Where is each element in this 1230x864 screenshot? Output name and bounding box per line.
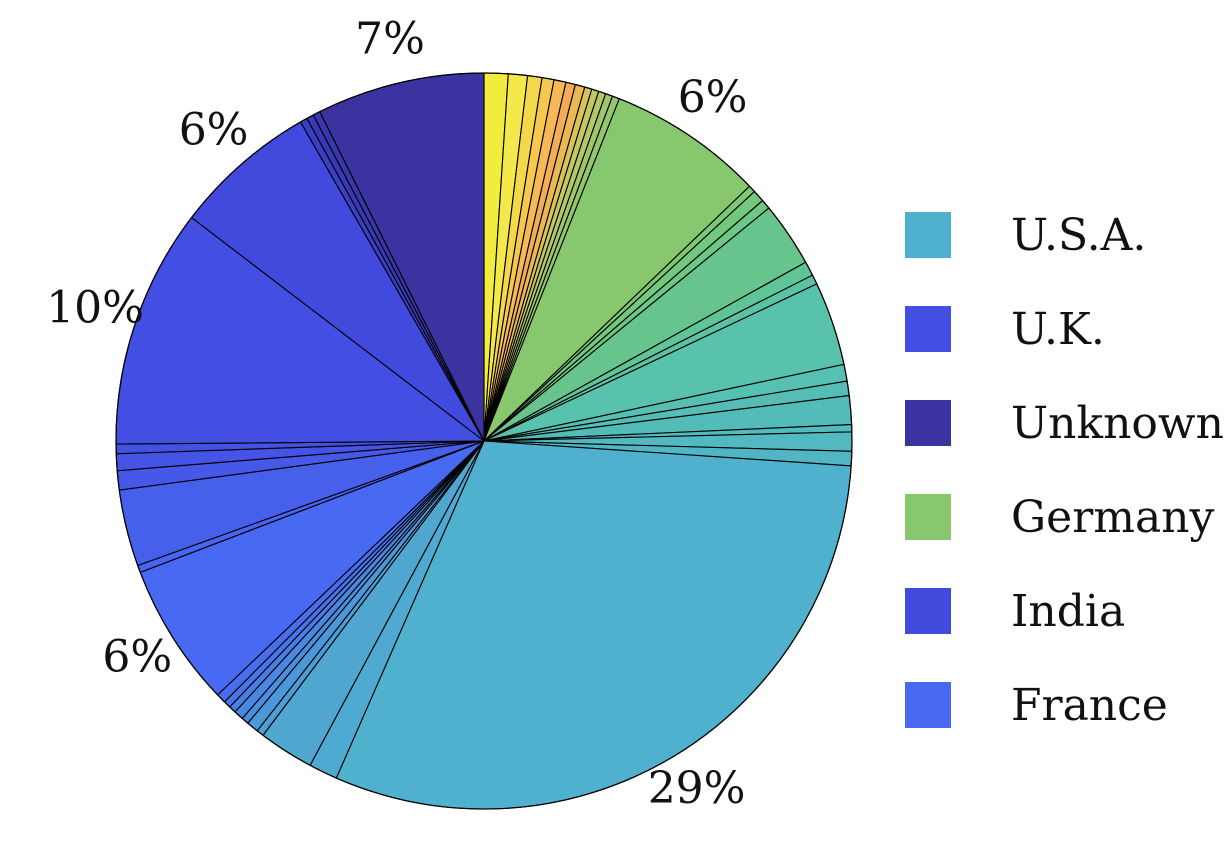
legend-swatch-germany [905,494,951,540]
legend-label-unknown: Unknown [1011,397,1224,449]
legend-label-germany: Germany [1011,491,1215,543]
legend-label-usa: U.S.A. [1011,209,1147,261]
pie-label-5: 29% [648,763,746,814]
pie-label-2: 6% [179,104,249,155]
pie-label-4: 6% [102,631,172,682]
legend-label-france: France [1011,679,1168,731]
legend-label-india: India [1011,585,1126,637]
legend-swatch-unknown [905,400,951,446]
pie-label-1: 6% [678,72,748,123]
legend-swatch-uk [905,306,951,352]
legend-label-uk: U.K. [1011,303,1105,355]
pie-label-0: 7% [355,13,425,64]
legend: U.S.A. U.K. Unknown Germany India France [905,188,1224,752]
pie-outline [115,72,853,810]
legend-item-germany: Germany [905,470,1224,564]
pie-label-3: 10% [46,283,144,334]
legend-item-usa: U.S.A. [905,188,1224,282]
legend-item-unknown: Unknown [905,376,1224,470]
legend-item-uk: U.K. [905,282,1224,376]
legend-swatch-usa [905,212,951,258]
legend-item-india: India [905,564,1224,658]
legend-swatch-france [905,682,951,728]
legend-item-france: France [905,658,1224,752]
legend-swatch-india [905,588,951,634]
